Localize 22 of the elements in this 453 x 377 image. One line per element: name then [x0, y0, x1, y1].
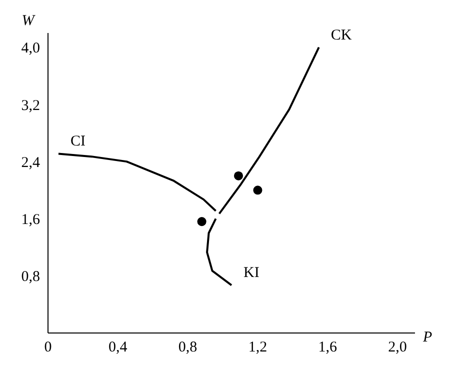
series-label: CK [330, 27, 352, 44]
y-tick-label: 1,6 [21, 212, 40, 228]
line-series [206, 218, 232, 286]
y-tick-label: 4,0 [21, 40, 40, 57]
x-tick-label: 1,6 [318, 340, 338, 356]
series-label: KI [244, 265, 260, 282]
x-tick-label: 0 [44, 340, 52, 356]
x-tick-label: 0,4 [108, 340, 128, 356]
y-tick-label: 3,2 [21, 98, 40, 114]
point [197, 217, 206, 226]
line-series [57, 152, 217, 212]
point [234, 171, 244, 180]
x-axis-title: P [422, 329, 432, 346]
y-axis-title: W [22, 13, 36, 29]
point [253, 186, 262, 195]
x-tick-label: 0,8 [178, 340, 198, 356]
series-label: CI [70, 134, 86, 150]
line-series [218, 46, 320, 215]
y-tick-label: 0,8 [21, 269, 40, 286]
x-tick-label: 1,2 [248, 340, 268, 356]
x-tick-label: 2,0 [388, 340, 407, 356]
y-tick-label: 2,4 [21, 154, 40, 171]
